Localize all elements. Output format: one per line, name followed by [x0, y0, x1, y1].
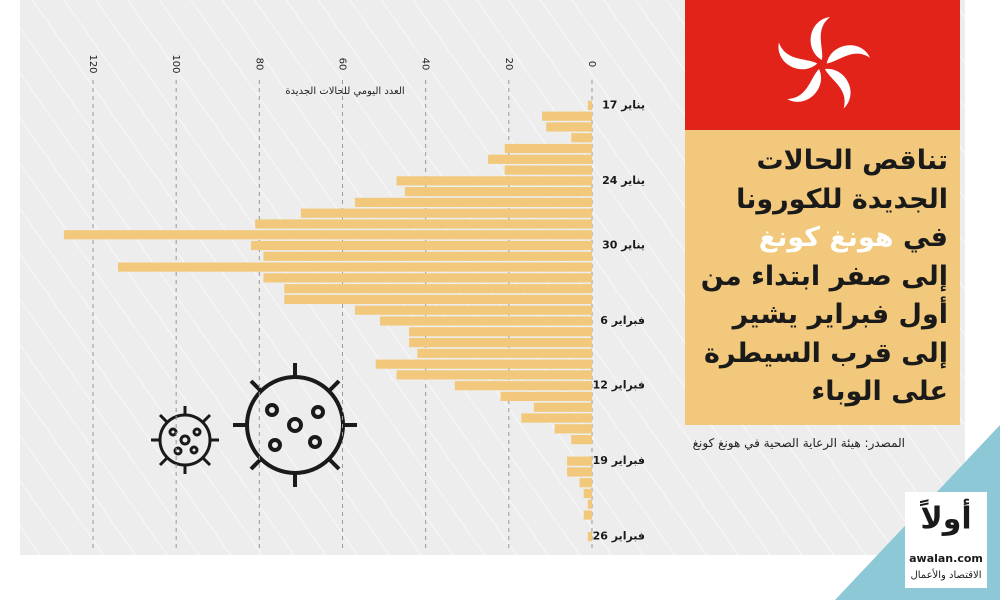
bar: [567, 456, 592, 466]
bar: [583, 510, 592, 520]
bar: [409, 327, 592, 337]
title-segment: تناقص الحالات: [756, 145, 948, 176]
bar: [354, 197, 592, 208]
bar: [454, 381, 592, 391]
y-tick-label: 30 يناير: [602, 239, 645, 252]
logo-mark: أولاً: [920, 499, 972, 537]
bar: [404, 187, 592, 197]
x-tick-label: 40: [420, 58, 431, 71]
bar: [409, 337, 592, 348]
bar: [500, 391, 592, 402]
virus-icon-small: [151, 406, 219, 474]
bar: [587, 100, 592, 110]
logo-box: [905, 492, 987, 588]
bar: [571, 133, 592, 143]
bar: [396, 370, 592, 380]
logo-site: awalan.com: [909, 552, 983, 565]
title-segment: الجديدة للكورونا: [736, 183, 948, 215]
flag-emblem: [778, 17, 871, 109]
y-tick-label: 24 يناير: [602, 174, 645, 187]
title-segment: إلى قرب السيطرة: [703, 337, 948, 369]
bar: [554, 424, 592, 434]
bar: [263, 273, 592, 283]
title-panel: [685, 130, 960, 425]
title-line: على الوباء: [690, 373, 948, 412]
bar: [379, 316, 592, 326]
bar: [251, 240, 592, 251]
bar: [533, 402, 592, 412]
bar: [488, 154, 592, 164]
bar: [546, 122, 592, 132]
x-tick-label: 80: [253, 58, 264, 71]
bar: [255, 219, 593, 229]
title-segment: هونغ كونغ: [758, 222, 894, 253]
bar: [354, 305, 592, 315]
title-segment: أول فبراير يشير: [732, 299, 948, 330]
bar: [284, 284, 592, 294]
title-segment: في: [893, 222, 948, 253]
bar: [571, 434, 592, 445]
axis-label: العدد اليومي للحالات الجديدة: [285, 86, 404, 97]
y-tick-label: 26 فبراير: [593, 530, 645, 543]
bar: [396, 176, 592, 186]
source: المصدر: هيئة الرعاية الصحية في هونغ كونغ: [692, 436, 905, 450]
y-tick-label: 19 فبراير: [593, 454, 645, 467]
bar: [417, 348, 592, 358]
title-segment: إلى صفر ابتداء من: [700, 260, 948, 292]
y-tick-label: 6 فبراير: [600, 314, 645, 327]
x-tick-label: 20: [503, 58, 514, 71]
title-line: إلى صفر ابتداء من: [690, 258, 948, 297]
title-segment: على الوباء: [811, 376, 948, 407]
bar: [587, 499, 592, 509]
title-line: تناقص الحالات: [690, 142, 948, 181]
x-tick-label: 120: [87, 54, 98, 73]
bar: [567, 467, 592, 477]
bar: [375, 359, 592, 369]
bar: [587, 532, 592, 542]
x-tick-label: 0: [586, 61, 597, 67]
bar: [542, 111, 592, 121]
bar: [583, 488, 592, 499]
logo-tagline: الاقتصاد والأعمال: [910, 568, 981, 581]
bar: [521, 413, 592, 423]
title: تناقص الحالات الجديدة للكورونا في هونغ كون…: [690, 142, 948, 412]
bar: [63, 230, 593, 240]
bar: [504, 143, 592, 154]
bar: [263, 251, 592, 261]
title-line: أول فبراير يشير: [690, 296, 948, 335]
y-tick-label: 12 فبراير: [593, 379, 645, 392]
bar: [300, 208, 592, 218]
title-line: الجديدة للكورونا: [690, 181, 948, 220]
title-line: إلى قرب السيطرة: [690, 335, 948, 374]
bar: [579, 478, 592, 488]
title-line: في هونغ كونغ: [690, 219, 948, 258]
bar: [117, 262, 592, 272]
x-tick-label: 100: [170, 54, 181, 73]
x-tick-label: 60: [337, 58, 348, 71]
bar: [504, 165, 592, 175]
y-tick-label: 17 يناير: [602, 98, 645, 111]
bar: [284, 294, 592, 305]
